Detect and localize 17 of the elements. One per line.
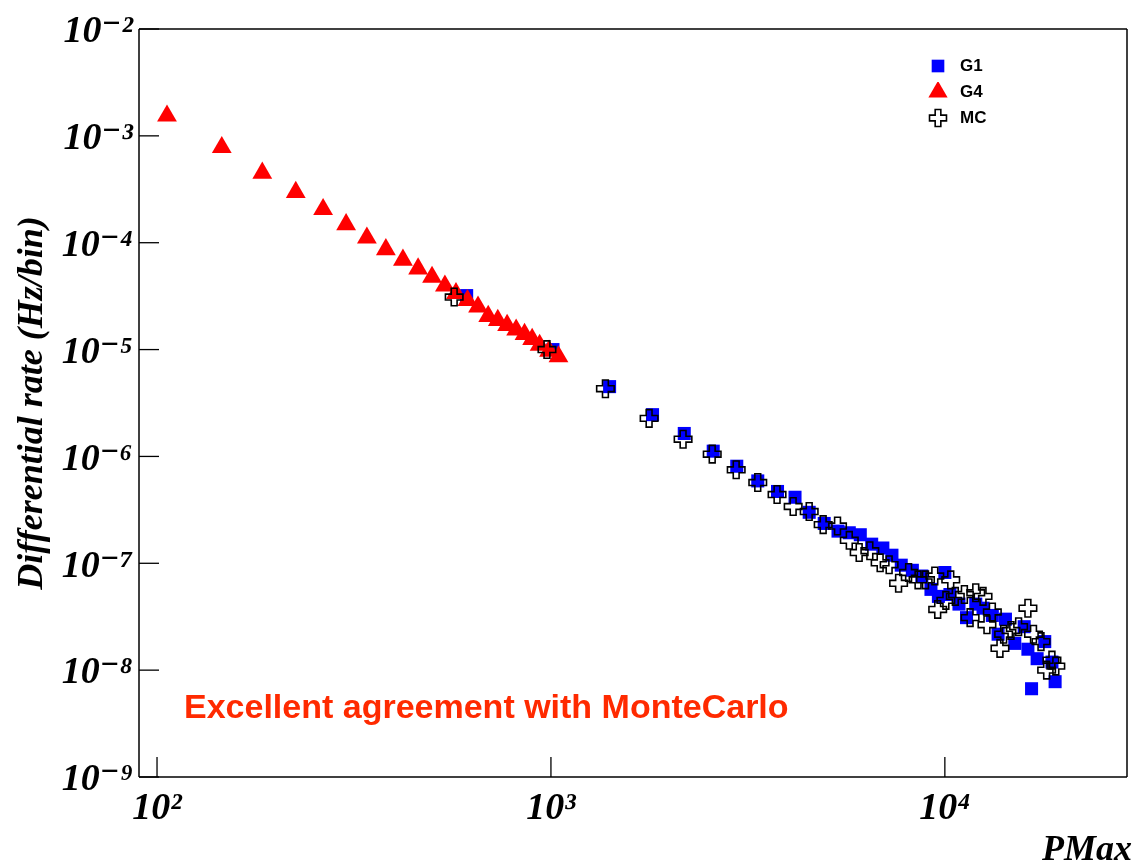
legend-label: G1 <box>960 56 983 76</box>
legend-label: MC <box>960 108 987 128</box>
x-tick-label: 10³ <box>526 785 577 827</box>
y-tick-label: 10⁻⁴ <box>61 222 133 265</box>
x-tick-label: 10² <box>132 785 184 827</box>
y-tick-label: 10⁻² <box>63 8 135 51</box>
x-axis-title: PMax <box>1042 827 1132 868</box>
y-tick-label: 10⁻⁵ <box>61 328 133 371</box>
y-tick-label: 10⁻³ <box>63 115 134 158</box>
y-tick-label: 10⁻⁶ <box>61 435 133 478</box>
x-tick-label: 10⁴ <box>919 785 971 827</box>
y-tick-label: 10⁻⁹ <box>61 756 133 799</box>
annotation: Excellent agreement with MonteCarlo <box>184 687 789 726</box>
y-tick-label: 10⁻⁷ <box>61 542 133 585</box>
y-tick-label: 10⁻⁸ <box>61 649 133 692</box>
y-axis-title: Differential rate (Hz/bin) <box>9 215 51 590</box>
legend-label: G4 <box>960 82 983 102</box>
